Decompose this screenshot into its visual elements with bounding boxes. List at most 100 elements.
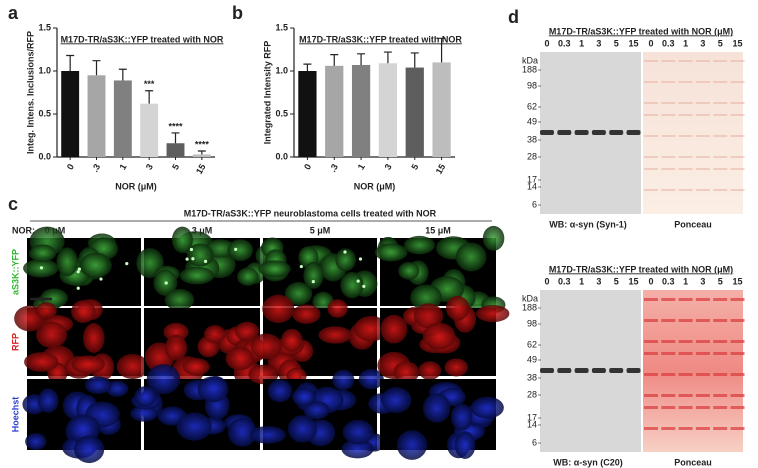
stain-band bbox=[644, 340, 658, 343]
stain-band bbox=[644, 168, 658, 170]
blot-title: M17D-TR/aS3K::YFP treated with NOR (μM) bbox=[549, 26, 733, 36]
x-tick-label: 15 bbox=[194, 162, 208, 176]
marker-label: 98 bbox=[527, 80, 537, 90]
marker-label: 38 bbox=[527, 134, 537, 144]
cell bbox=[332, 369, 355, 391]
lane-label: 5 bbox=[718, 276, 723, 286]
bar bbox=[113, 80, 132, 157]
band bbox=[609, 368, 624, 373]
cell bbox=[171, 226, 193, 254]
marker-label: 188 bbox=[522, 64, 537, 74]
inclusion bbox=[125, 261, 129, 266]
cell bbox=[410, 284, 442, 311]
stain-band bbox=[695, 102, 710, 104]
lane-label: 5 bbox=[614, 276, 619, 286]
cell bbox=[227, 239, 254, 262]
cell bbox=[292, 387, 317, 406]
stain-band bbox=[695, 373, 710, 376]
cell bbox=[28, 244, 57, 262]
stain-band bbox=[644, 60, 658, 62]
stain-band bbox=[730, 319, 745, 322]
bar bbox=[192, 154, 211, 157]
stain-band bbox=[678, 102, 693, 104]
stain-band bbox=[730, 81, 745, 83]
error-bar bbox=[303, 63, 312, 71]
marker-label: 49 bbox=[527, 116, 537, 126]
significance-mark: *** bbox=[144, 79, 155, 89]
blot-title: M17D-TR/aS3K::YFP treated with NOR (μM) bbox=[549, 264, 733, 274]
cell bbox=[36, 321, 68, 348]
band bbox=[626, 130, 641, 135]
stain-band bbox=[661, 352, 676, 355]
cell bbox=[235, 321, 260, 342]
cell bbox=[71, 355, 105, 374]
x-axis-label: NOR (μM) bbox=[115, 181, 157, 191]
error-bar bbox=[118, 68, 127, 81]
cell bbox=[292, 304, 321, 324]
unit-label: kDa bbox=[522, 293, 538, 303]
stain-band bbox=[678, 81, 693, 83]
inclusion bbox=[203, 259, 208, 263]
bar bbox=[166, 143, 185, 157]
stain-band bbox=[713, 102, 728, 104]
y-tick-label: 1.0 bbox=[38, 65, 51, 75]
cell bbox=[340, 272, 364, 299]
error-bar bbox=[197, 150, 206, 155]
x-tick-label: 5 bbox=[170, 162, 181, 171]
ponceau-stain bbox=[643, 52, 743, 214]
stain-band bbox=[644, 373, 658, 376]
column-header: 5 μM bbox=[310, 225, 331, 235]
y-tick-label: 0.0 bbox=[275, 151, 288, 161]
y-axis-label: Integ. Intens. Inclusions/RFP bbox=[25, 31, 35, 154]
marker-label: 62 bbox=[527, 101, 537, 111]
wb-caption: WB: α-syn (C20) bbox=[553, 457, 623, 467]
panel-letter: b bbox=[232, 3, 243, 23]
cell bbox=[470, 396, 504, 419]
stain-band bbox=[661, 168, 676, 170]
stain-band bbox=[695, 319, 710, 322]
stain-band bbox=[678, 189, 693, 191]
stain-band bbox=[678, 156, 693, 158]
stain-band bbox=[695, 189, 710, 191]
stain-band bbox=[678, 168, 693, 170]
stain-band bbox=[661, 189, 676, 191]
cell bbox=[396, 430, 428, 460]
cell bbox=[249, 426, 286, 444]
lane-label: 0 bbox=[544, 276, 549, 286]
lane-label: 3 bbox=[596, 276, 601, 286]
cell bbox=[225, 346, 255, 371]
panel-letter: c bbox=[8, 194, 18, 214]
stain-band bbox=[713, 373, 728, 376]
band bbox=[591, 130, 606, 135]
x-axis-label: NOR (μM) bbox=[354, 181, 396, 191]
y-tick-label: 1.0 bbox=[275, 65, 288, 75]
stain-band bbox=[730, 427, 745, 430]
stain-band bbox=[695, 135, 710, 137]
error-bar bbox=[92, 60, 101, 76]
stain-band bbox=[730, 168, 745, 170]
error-bar bbox=[357, 53, 366, 65]
cell bbox=[74, 435, 105, 464]
lane-label: 15 bbox=[732, 276, 742, 286]
error-bar bbox=[330, 54, 339, 66]
marker-label: 14 bbox=[527, 419, 537, 429]
stain-band bbox=[678, 60, 693, 62]
marker-label: 28 bbox=[527, 151, 537, 161]
stain-band bbox=[678, 352, 693, 355]
cell bbox=[79, 252, 112, 278]
cell bbox=[267, 379, 293, 403]
western-blot bbox=[540, 290, 641, 452]
stain-band bbox=[730, 60, 745, 62]
error-bar bbox=[66, 54, 75, 71]
bar bbox=[298, 71, 317, 157]
marker-label: 188 bbox=[522, 302, 537, 312]
inclusion bbox=[164, 281, 168, 285]
cell bbox=[398, 261, 420, 280]
cell bbox=[287, 415, 317, 443]
unit-label: kDa bbox=[522, 55, 538, 65]
stain-band bbox=[695, 394, 710, 397]
cell bbox=[318, 326, 352, 344]
error-bar bbox=[437, 37, 446, 63]
inclusion bbox=[39, 266, 44, 270]
cell bbox=[84, 376, 112, 394]
